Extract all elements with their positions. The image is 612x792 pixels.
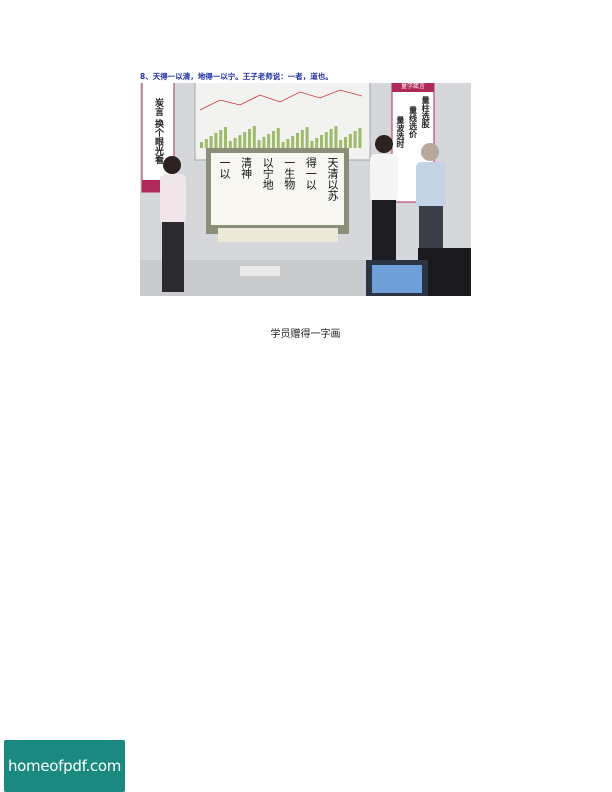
calligraphy: 天清以苏 得一以 一生物 以宁地 清神 一以 xyxy=(216,157,340,221)
photo-illustration xyxy=(140,70,471,296)
chart-bar xyxy=(315,138,319,148)
chart-bar xyxy=(204,139,208,148)
chart-bar xyxy=(276,128,280,148)
photo-caption: 学员赠得一字画 xyxy=(270,329,341,340)
chart-bar xyxy=(344,137,347,148)
right-banner-title: 量学箴言 xyxy=(400,83,425,90)
calligraphy-col-2: 得一以 xyxy=(304,157,318,190)
photo-heading: 8、天得一以清，地得一以宁。王子老师说：一者，道也。 xyxy=(140,70,471,83)
calligraphy-col-6: 一以 xyxy=(218,157,231,179)
chart-bar xyxy=(272,131,275,148)
right-banner-line-3: 量波选时 xyxy=(395,116,405,148)
chart-bar xyxy=(329,129,333,148)
chart-bar xyxy=(358,128,362,148)
right-banner-line-2: 量线选价 xyxy=(408,106,418,138)
calligraphy-col-3: 一生物 xyxy=(282,157,296,190)
right-banner-lines: 量柱选股 量线选价 量波选时 xyxy=(394,96,432,196)
chart-bar xyxy=(200,142,203,148)
left-banner-text: 炭言 换个眼光看 xyxy=(153,97,163,165)
calligraphy-col-5: 清神 xyxy=(239,157,253,179)
chart-bar xyxy=(248,129,251,148)
chart-bar xyxy=(300,130,304,148)
right-banner-line-1: 量柱选股 xyxy=(421,96,431,128)
chart-bar xyxy=(334,126,338,148)
chart-bar xyxy=(286,139,290,148)
calligraphy-col-4: 以宁地 xyxy=(261,157,275,190)
chart-bar xyxy=(233,138,237,148)
watermark-badge[interactable]: homeofpdf.com xyxy=(4,740,125,792)
chart-bar xyxy=(348,134,352,148)
chart-bar xyxy=(267,134,271,148)
chart-bar xyxy=(324,132,328,148)
chart-bar xyxy=(252,126,256,148)
chart-bar xyxy=(305,127,309,148)
chart-bar xyxy=(224,127,227,148)
chart-bar xyxy=(291,136,295,148)
calligraphy-col-1: 天清以苏 xyxy=(325,157,339,201)
chart-bar xyxy=(339,140,343,148)
chart-bar xyxy=(281,142,285,148)
watermark-text: homeofpdf.com xyxy=(7,757,122,775)
chart-bar xyxy=(353,131,357,148)
chart-bar xyxy=(228,141,232,148)
chart-bar xyxy=(320,135,323,148)
chart-bar xyxy=(238,135,242,148)
chart-bar xyxy=(243,132,247,148)
left-banner: 炭言 换个眼光看 xyxy=(143,84,173,178)
chart-bar xyxy=(209,136,213,148)
chart-bar xyxy=(296,133,299,148)
event-photo: 8、天得一以清，地得一以宁。王子老师说：一者，道也。 炭言 换个眼光看 量学箴言… xyxy=(140,70,471,296)
chart-bar xyxy=(257,140,261,148)
chart-bar xyxy=(214,133,218,148)
chart-bar xyxy=(262,137,266,148)
chart-bars xyxy=(200,126,362,148)
chart-bar xyxy=(310,141,314,148)
chart-bar xyxy=(219,130,223,148)
